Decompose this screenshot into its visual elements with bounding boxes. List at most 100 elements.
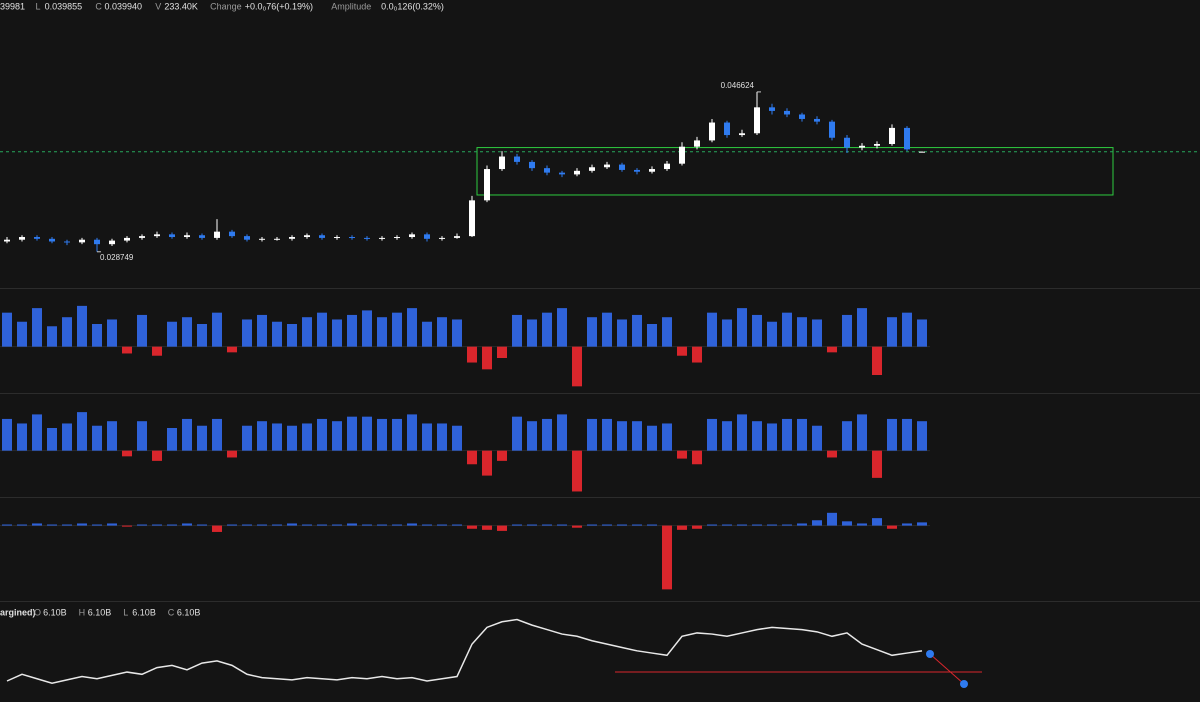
bar	[692, 525, 702, 529]
bar	[347, 314, 357, 347]
bar	[512, 314, 522, 347]
candle-body	[139, 236, 145, 238]
candle-body	[469, 200, 475, 237]
bar	[347, 523, 357, 526]
bar	[902, 312, 912, 347]
header-label: Amplitude	[331, 1, 371, 11]
bar	[287, 523, 297, 526]
header-value: +0.0₀76(+0.19%)	[245, 1, 313, 11]
bar	[662, 525, 672, 590]
bar	[662, 423, 672, 451]
bar	[272, 423, 282, 451]
bar	[497, 450, 507, 461]
candle-body	[79, 239, 85, 243]
candle-body	[709, 122, 715, 141]
bar	[617, 319, 627, 347]
header-label: V	[155, 1, 161, 11]
bar	[242, 524, 252, 526]
bar	[842, 421, 852, 451]
candle-body	[664, 163, 670, 170]
bar	[287, 324, 297, 347]
bar	[17, 423, 27, 451]
bar	[767, 321, 777, 347]
bar	[752, 524, 762, 526]
bar	[707, 524, 717, 526]
candle-body	[304, 235, 310, 238]
bar	[917, 522, 927, 526]
candle-body	[229, 231, 235, 237]
bar	[422, 423, 432, 451]
header-label: O	[34, 607, 41, 617]
bar	[497, 346, 507, 358]
header-label: Change	[210, 1, 242, 11]
bar	[572, 450, 582, 492]
bar	[752, 314, 762, 347]
bar	[62, 317, 72, 347]
bar	[827, 450, 837, 458]
candle-body	[169, 234, 175, 238]
bar	[197, 425, 207, 451]
candle-body	[499, 156, 505, 170]
header-label: L	[36, 1, 41, 11]
bar	[872, 450, 882, 478]
bar	[812, 425, 822, 451]
bar	[47, 524, 57, 526]
bar	[677, 346, 687, 356]
bar	[377, 524, 387, 526]
bar	[227, 524, 237, 526]
candle-body	[19, 237, 25, 240]
bar	[377, 317, 387, 347]
bar	[452, 425, 462, 451]
bar	[212, 312, 222, 347]
header-value: 0.039940	[105, 1, 143, 11]
bar	[437, 524, 447, 526]
candle-body	[919, 151, 925, 153]
annotation-label: 0.046624	[721, 81, 755, 90]
bar	[317, 312, 327, 347]
candle-body	[889, 127, 895, 144]
candle-body	[574, 170, 580, 175]
bar	[527, 319, 537, 347]
bar	[257, 421, 267, 451]
bar	[107, 523, 117, 526]
bar	[272, 524, 282, 526]
candle-body	[529, 161, 535, 169]
bar	[602, 524, 612, 526]
header-value: 39981	[0, 1, 25, 11]
bar	[857, 523, 867, 526]
bar	[887, 418, 897, 451]
bar	[62, 423, 72, 451]
candle-body	[679, 146, 685, 164]
candle-body	[904, 127, 910, 150]
bar	[422, 321, 432, 347]
bar	[317, 524, 327, 526]
bar	[227, 450, 237, 458]
bar	[587, 418, 597, 451]
bar	[812, 520, 822, 526]
bar	[482, 525, 492, 530]
drawn-segment[interactable]	[929, 653, 965, 685]
bar	[152, 346, 162, 356]
bar	[17, 524, 27, 526]
bar	[332, 421, 342, 451]
bar	[182, 523, 192, 526]
candle-body	[589, 167, 595, 171]
bar	[737, 414, 747, 451]
bar	[422, 524, 432, 526]
candle-body	[769, 107, 775, 111]
header-label: C	[95, 1, 102, 11]
bar	[77, 523, 87, 526]
candle-body	[379, 237, 385, 239]
bar	[797, 317, 807, 347]
candle-body	[34, 237, 40, 239]
drawing-handle[interactable]	[960, 680, 968, 688]
bar	[587, 524, 597, 526]
candle-body	[289, 237, 295, 239]
bar	[332, 524, 342, 526]
candle-body	[124, 237, 130, 241]
bar	[227, 346, 237, 353]
header-label: H	[79, 607, 86, 617]
drawing-handle[interactable]	[926, 650, 934, 658]
bar	[767, 524, 777, 526]
bar	[887, 317, 897, 347]
